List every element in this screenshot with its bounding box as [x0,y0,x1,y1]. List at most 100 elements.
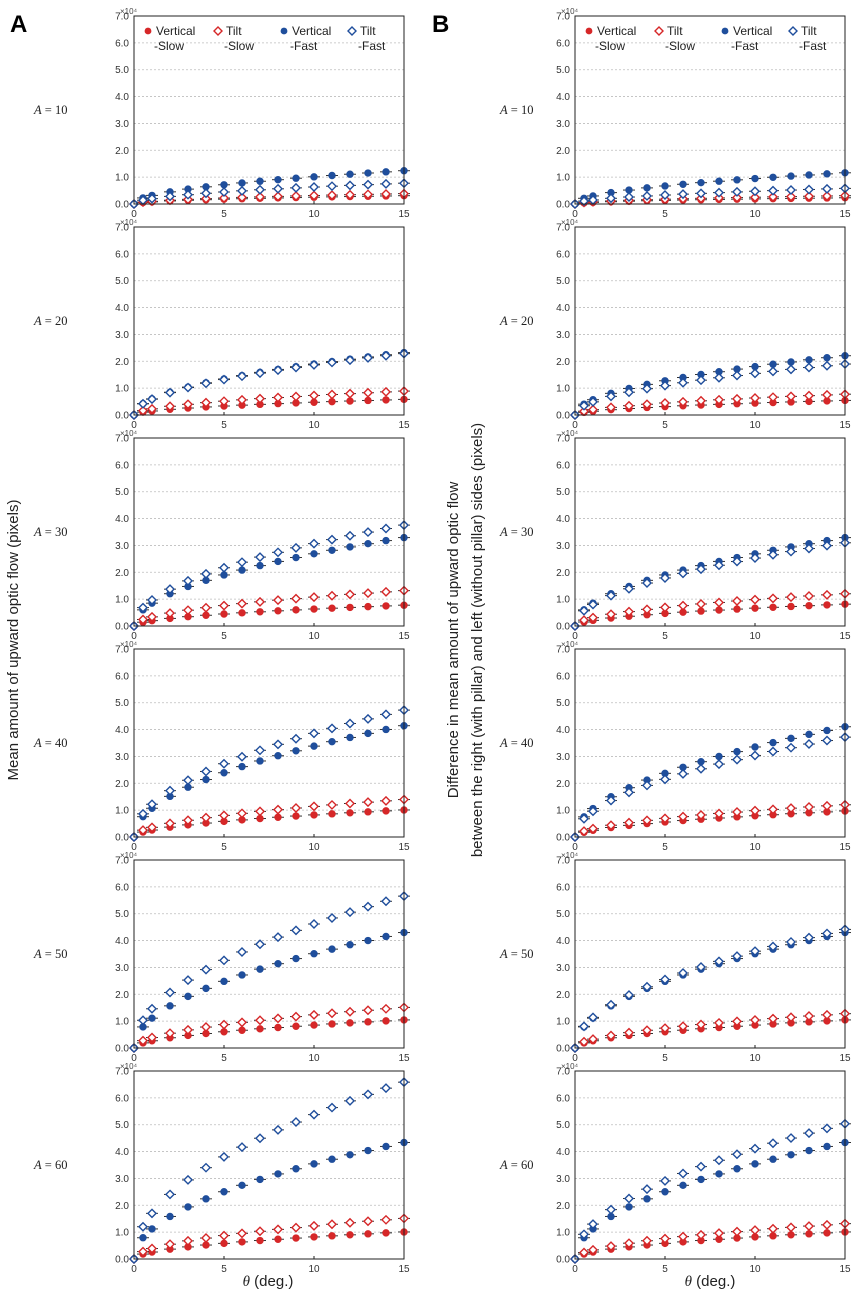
data-point [579,1247,589,1258]
y-tick-label: 0.0 [115,622,129,633]
data-point [202,611,210,619]
series-tilt-slow [129,794,410,842]
amplitude-symbol: A [33,314,42,328]
data-point [363,179,373,190]
data-point [751,174,759,183]
y-tick-label: 3.0 [556,541,570,552]
data-point [732,596,742,607]
data-point [292,1022,300,1030]
y-tick-label: 6.0 [556,38,570,49]
data-point [696,763,706,774]
legend-label: Vertical [292,24,331,38]
subplot-a-40: 0.0 1.0 2.0 3.0 4.0 5.0 6.0 7.0 0 5 10 15 ×10⁴ A = 40 [33,640,410,853]
y-tick-label: 7.0 [556,434,570,445]
data-point [139,1234,147,1242]
data-point [579,615,589,626]
y-tick-label: 3.0 [556,963,570,974]
data-point [346,1151,354,1159]
data-point [138,825,148,836]
data-point [714,956,724,967]
data-point [327,590,337,601]
data-point [624,583,634,594]
data-point [183,975,193,986]
data-point [768,593,778,604]
data-point [678,968,688,978]
data-point [255,806,265,817]
x-tick-label: 5 [662,631,668,642]
data-point [642,399,652,410]
data-point [201,188,211,199]
y-tick-label: 5.0 [115,909,129,920]
data-point [786,742,796,753]
data-point [787,1151,795,1159]
data-point [309,1220,319,1231]
data-point [328,1020,336,1028]
multiplier-label: ×10⁴ [120,1062,138,1071]
legend-label: -Fast [290,39,318,53]
data-point [201,378,211,389]
data-point [787,358,795,366]
amplitude-symbol: A [499,525,508,539]
data-point [273,183,283,194]
y-tick-label: 7.0 [556,223,570,234]
y-tick-label: 2.0 [115,568,129,579]
data-point [147,799,157,810]
y-tick-label: 3.0 [115,752,129,763]
data-point [201,602,211,613]
x-tick-label: 0 [572,420,578,431]
amplitude-label: A = 20 [33,314,67,328]
data-point [327,190,337,201]
data-point [823,726,831,735]
amplitude-label: A = 30 [499,525,533,539]
subplot-a-50: 0.0 1.0 2.0 3.0 4.0 5.0 6.0 7.0 0 5 10 15 ×10⁴ A = 50 [33,851,410,1064]
data-point [345,189,355,200]
subplot-b-30: 0.0 1.0 2.0 3.0 4.0 5.0 6.0 7.0 0 5 10 15 ×10⁴ A = 30 [499,429,851,642]
series-tilt-fast [129,705,410,842]
plot-frame [574,226,846,416]
data-point [768,941,778,952]
plot-frame [574,437,846,627]
plot-area [134,16,404,204]
amplitude-label: A = 20 [499,314,533,328]
data-point [642,981,652,992]
data-point [579,196,589,207]
plot-area [575,227,845,415]
x-tick-label: 0 [131,1264,137,1275]
plot-frame [133,859,405,1049]
data-point [345,798,355,809]
data-point [219,396,229,407]
y-tick-label: 4.0 [115,725,129,736]
data-point [237,598,247,609]
data-point [624,192,634,203]
amplitude-symbol: A [33,947,42,961]
data-point [642,578,652,589]
x-tick-label: 15 [839,842,851,853]
data-point [255,191,265,202]
data-point [165,608,175,619]
data-point [769,603,777,611]
amplitude-symbol: A [33,1158,42,1172]
data-point [328,810,336,818]
data-point [274,1023,282,1032]
plot-frame [574,1070,846,1260]
data-point [787,602,795,611]
legend-label: Tilt [360,24,376,38]
data-point [310,605,318,613]
y-tick-label: 7.0 [115,1067,129,1078]
data-point [183,399,193,410]
data-point [579,826,589,837]
data-point [327,1219,337,1230]
data-point [750,750,760,761]
data-point [606,999,616,1010]
y-tick-label: 0.0 [115,1044,129,1055]
data-point [697,1175,705,1184]
data-point [697,178,705,187]
data-point [184,992,192,1001]
data-point [660,974,670,985]
data-point [310,173,318,181]
data-point [219,1151,229,1162]
legend-marker [585,27,593,35]
data-point [310,742,318,750]
data-point [714,560,724,571]
y-tick-label: 7.0 [556,1067,570,1078]
